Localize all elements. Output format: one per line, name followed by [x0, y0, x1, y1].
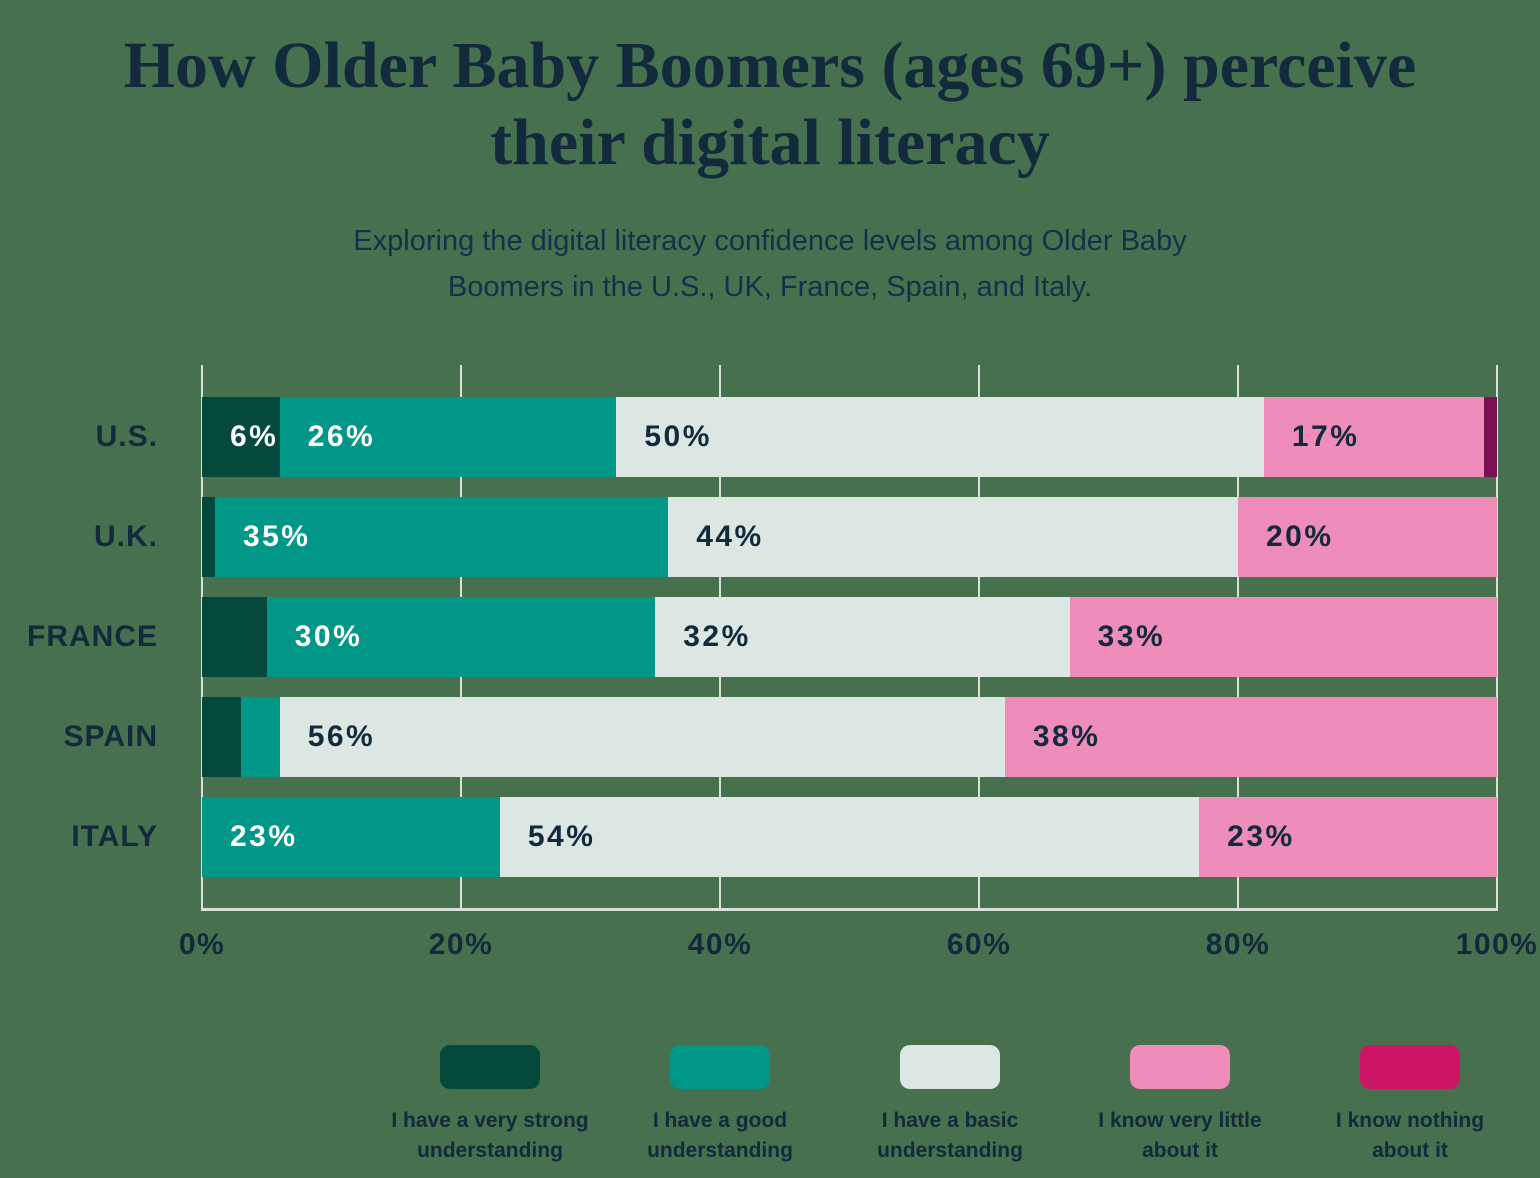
bar-segment-series-2: 23%: [202, 797, 500, 877]
legend-item-2: I have a good understanding: [605, 1045, 835, 1167]
bar-segment-series-2: 35%: [214, 497, 669, 577]
bar-value-label: 32%: [683, 620, 751, 653]
bar-value-label: 17%: [1291, 420, 1360, 453]
bar-segment-series-1: 6%: [202, 397, 280, 477]
bar-segment-series-3: 44%: [668, 497, 1238, 577]
page-subtitle: Exploring the digital literacy confidenc…: [353, 225, 1187, 304]
bar-segment-series-2: 26%: [279, 397, 617, 477]
bar-segment-series-4: 38%: [1004, 697, 1497, 777]
bar-segment-series-4: 23%: [1199, 797, 1497, 877]
x-tick-label-40%: 40%: [687, 928, 753, 961]
bar-segment-series-3: 50%: [616, 397, 1264, 477]
bar-value-label: 30%: [294, 620, 363, 653]
bar-segment-series-2: 30%: [266, 597, 656, 677]
bar-segment-series-5: [1484, 397, 1497, 477]
legend-label-1: I have a very strong understanding: [391, 1109, 589, 1163]
x-tick-label-0%: 0%: [178, 928, 226, 961]
legend-item-4: I know very little about it: [1065, 1045, 1295, 1167]
x-tick-label-60%: 60%: [946, 928, 1012, 961]
bar-row-italy: 23% 54% 23%: [202, 797, 1497, 877]
legend-label-2: I have a good understanding: [647, 1109, 793, 1163]
bar-value-label: 38%: [1032, 720, 1101, 753]
bar-value-label: 23%: [230, 820, 298, 853]
bar-segment-series-1: [202, 497, 215, 577]
x-tick-label-100%: 100%: [1455, 928, 1539, 961]
legend-item-5: I know nothing about it: [1295, 1045, 1525, 1167]
bar-value-label: 23%: [1227, 820, 1295, 853]
bar-segment-series-4: 33%: [1069, 597, 1497, 677]
category-label-us: U.S.: [95, 420, 158, 453]
page-title: How Older Baby Boomers (ages 69+) percei…: [123, 29, 1417, 179]
bar-segment-series-4: 17%: [1263, 397, 1485, 477]
bar-segment-series-3: 56%: [279, 697, 1005, 777]
bar-segment-series-1: [202, 697, 241, 777]
bar-value-label: 56%: [307, 720, 376, 753]
bar-value-label: 44%: [696, 520, 764, 553]
bar-segment-series-3: 32%: [655, 597, 1070, 677]
bar-segment-series-2: [240, 697, 280, 777]
legend-swatch-3: [900, 1045, 1000, 1089]
category-axis: U.S. U.K. FRANCE SPAIN ITALY: [0, 365, 158, 911]
bar-segment-series-4: 20%: [1237, 497, 1497, 577]
bar-value-label: 35%: [242, 520, 311, 553]
legend-swatch-4: [1130, 1045, 1230, 1089]
bar-value-label: 20%: [1265, 520, 1334, 553]
bar-segment-series-3: 54%: [499, 797, 1200, 877]
bar-segment-series-1: [202, 597, 267, 677]
legend: I have a very strong understanding I have…: [375, 1045, 1525, 1167]
legend-swatch-1: [440, 1045, 540, 1089]
bar-value-label: 33%: [1097, 620, 1166, 653]
gridline-100%: [1496, 365, 1498, 911]
x-axis-tick-labels: 0% 20% 40% 60% 80% 100%: [179, 928, 1537, 978]
bar-value-label: 26%: [307, 420, 376, 453]
category-label-italy: ITALY: [71, 820, 158, 853]
legend-label-5: I know nothing about it: [1335, 1109, 1485, 1163]
legend-swatch-2: [670, 1045, 770, 1089]
legend-item-3: I have a basic understanding: [835, 1045, 1065, 1167]
legend-label-3: I have a basic understanding: [877, 1109, 1023, 1163]
legend-item-1: I have a very strong understanding: [375, 1045, 605, 1167]
bar-value-label: 6%: [230, 420, 279, 453]
category-label-france: FRANCE: [27, 620, 158, 653]
x-axis-line: [202, 908, 1497, 911]
x-tick-label-20%: 20%: [428, 928, 494, 961]
bar-row-france: 30% 32% 33%: [202, 597, 1497, 677]
bar-row-us: 6% 26% 50% 17%: [202, 397, 1497, 477]
category-label-uk: U.K.: [94, 520, 158, 553]
legend-label-4: I know very little about it: [1098, 1109, 1262, 1163]
bar-value-label: 50%: [644, 420, 712, 453]
plot-area: 6% 26% 50% 17% 35% 44% 20% 30% 32% 33% 56% 38% 23% 54…: [201, 365, 1498, 911]
category-label-spain: SPAIN: [63, 720, 158, 753]
bar-value-label: 54%: [527, 820, 596, 853]
x-tick-label-80%: 80%: [1205, 928, 1271, 961]
legend-swatch-5: [1360, 1045, 1460, 1089]
bar-row-spain: 56% 38%: [202, 697, 1497, 777]
bar-row-uk: 35% 44% 20%: [202, 497, 1497, 577]
